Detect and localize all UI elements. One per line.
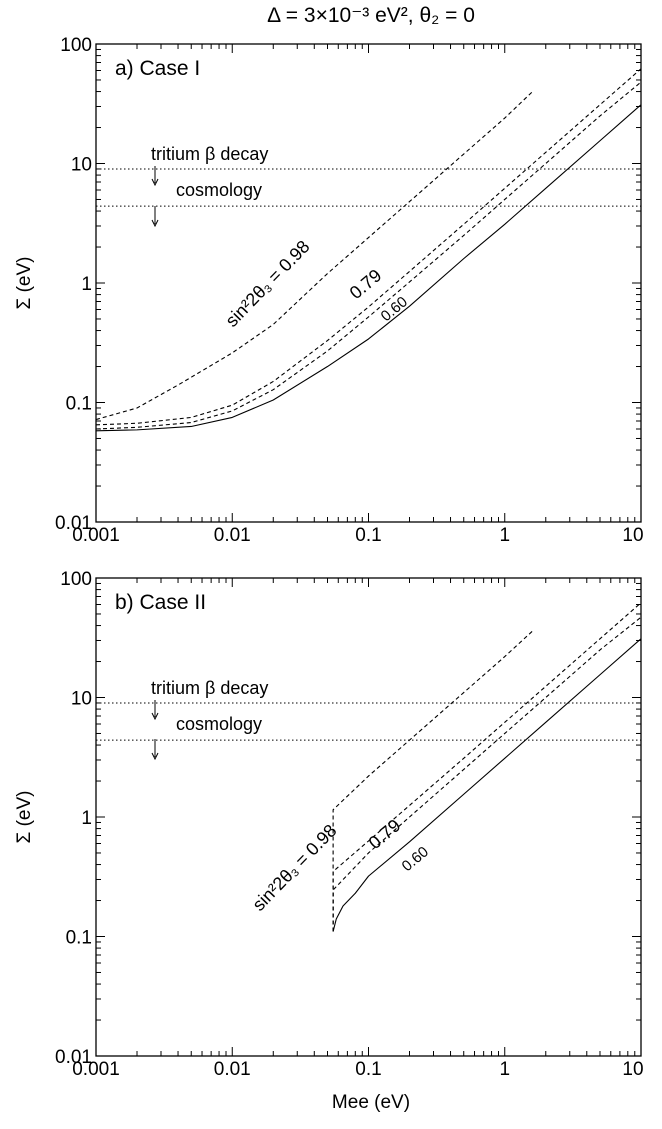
arrow-head <box>151 712 159 721</box>
series-label: sin²2θ₃ = 0.98 <box>221 236 313 330</box>
y-axis-label: Σ (eV) <box>14 791 35 844</box>
series-line <box>96 68 641 426</box>
arrow-head <box>151 219 159 228</box>
x-tick-label: 10 <box>622 525 643 546</box>
y-tick-label: 1 <box>81 274 92 295</box>
x-tick-label: 0.01 <box>214 525 251 546</box>
reference-line-label: tritium β decay <box>151 678 268 698</box>
series-label: 0.79 <box>365 815 405 853</box>
x-tick-label: 1 <box>499 1059 510 1080</box>
y-tick-label: 0.01 <box>55 1047 92 1068</box>
x-tick-label: 0.01 <box>214 1059 251 1080</box>
y-tick-label: 100 <box>60 569 92 590</box>
x-tick-label: 0.001 <box>72 1059 120 1080</box>
y-tick-label: 1 <box>81 808 92 829</box>
reference-line-label: tritium β decay <box>151 144 268 164</box>
series-label: sin²2θ₃ = 0.98 <box>248 820 340 914</box>
series-label: 0.60 <box>399 843 432 875</box>
reference-line-label: cosmology <box>176 714 262 734</box>
reference-line-label: cosmology <box>176 180 262 200</box>
x-axis-label: Mee (eV) <box>332 1092 410 1113</box>
figure-title: Δ = 3×10⁻³ eV², θ₂ = 0 <box>267 4 475 27</box>
series-label: 0.60 <box>378 293 411 325</box>
y-axis-label: Σ (eV) <box>14 257 35 310</box>
series-line <box>96 91 533 421</box>
arrow-head <box>151 178 159 187</box>
series-line <box>332 638 641 932</box>
y-tick-label: 10 <box>71 155 92 176</box>
x-tick-label: 0.001 <box>72 525 120 546</box>
x-tick-label: 10 <box>622 1059 643 1080</box>
series-line <box>96 81 641 430</box>
series-line <box>332 630 533 932</box>
series-label: 0.79 <box>346 265 386 303</box>
plot-frame <box>95 577 642 1057</box>
panel-label: a) Case I <box>115 57 200 80</box>
series-line <box>96 104 641 432</box>
series-group <box>332 602 641 932</box>
axis-ticks <box>95 578 641 1057</box>
series-line <box>332 616 641 932</box>
arrow-head <box>151 752 159 761</box>
y-tick-label: 0.01 <box>55 513 92 534</box>
series-group <box>96 68 641 432</box>
x-tick-label: 0.1 <box>355 525 381 546</box>
x-tick-label: 0.1 <box>355 1059 381 1080</box>
y-tick-label: 0.1 <box>66 928 92 949</box>
panel-label: b) Case II <box>115 591 206 614</box>
y-tick-label: 10 <box>71 689 92 710</box>
y-tick-label: 100 <box>60 35 92 56</box>
x-tick-label: 1 <box>499 525 510 546</box>
y-tick-label: 0.1 <box>66 394 92 415</box>
axis-ticks <box>95 44 641 523</box>
series-line <box>332 602 641 932</box>
